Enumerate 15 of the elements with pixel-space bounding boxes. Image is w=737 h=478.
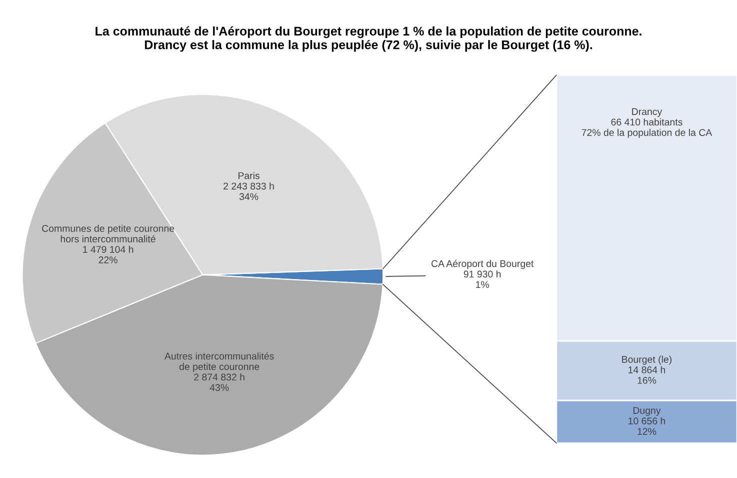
data-label: 14 864 h 16% [628, 366, 666, 384]
slice-label: Communes de petite couronne hors intercommunalité [42, 224, 174, 242]
slice-label: Paris [238, 172, 260, 180]
slice-label: Autres intercommunalités de petite couronne [164, 352, 274, 372]
data-label: 91 930 h 1% [464, 270, 501, 288]
data-label: 1 479 104 h 22% [83, 246, 134, 264]
series-label: Bourget (le) [622, 356, 672, 365]
data-label: 66 410 habitants 72% de la population de la CA [582, 118, 712, 138]
data-label: 2 243 833 h 34% [224, 182, 274, 200]
data-label: 2 874 832 h 43% [194, 373, 244, 391]
chart-title: La communauté de l'Aéroport du Bourget regroupe 1 % de la population de petite couronne. Drancy est la commune la plus peuplée (72 %), suivie par le Bourget (16 %). [96, 26, 642, 52]
series-label: Dugny [633, 407, 661, 416]
data-label: 10 656 h 12% [628, 417, 666, 435]
series-label: Drancy [632, 108, 662, 117]
slice-label: CA Aéroport du Bourget [431, 260, 534, 269]
